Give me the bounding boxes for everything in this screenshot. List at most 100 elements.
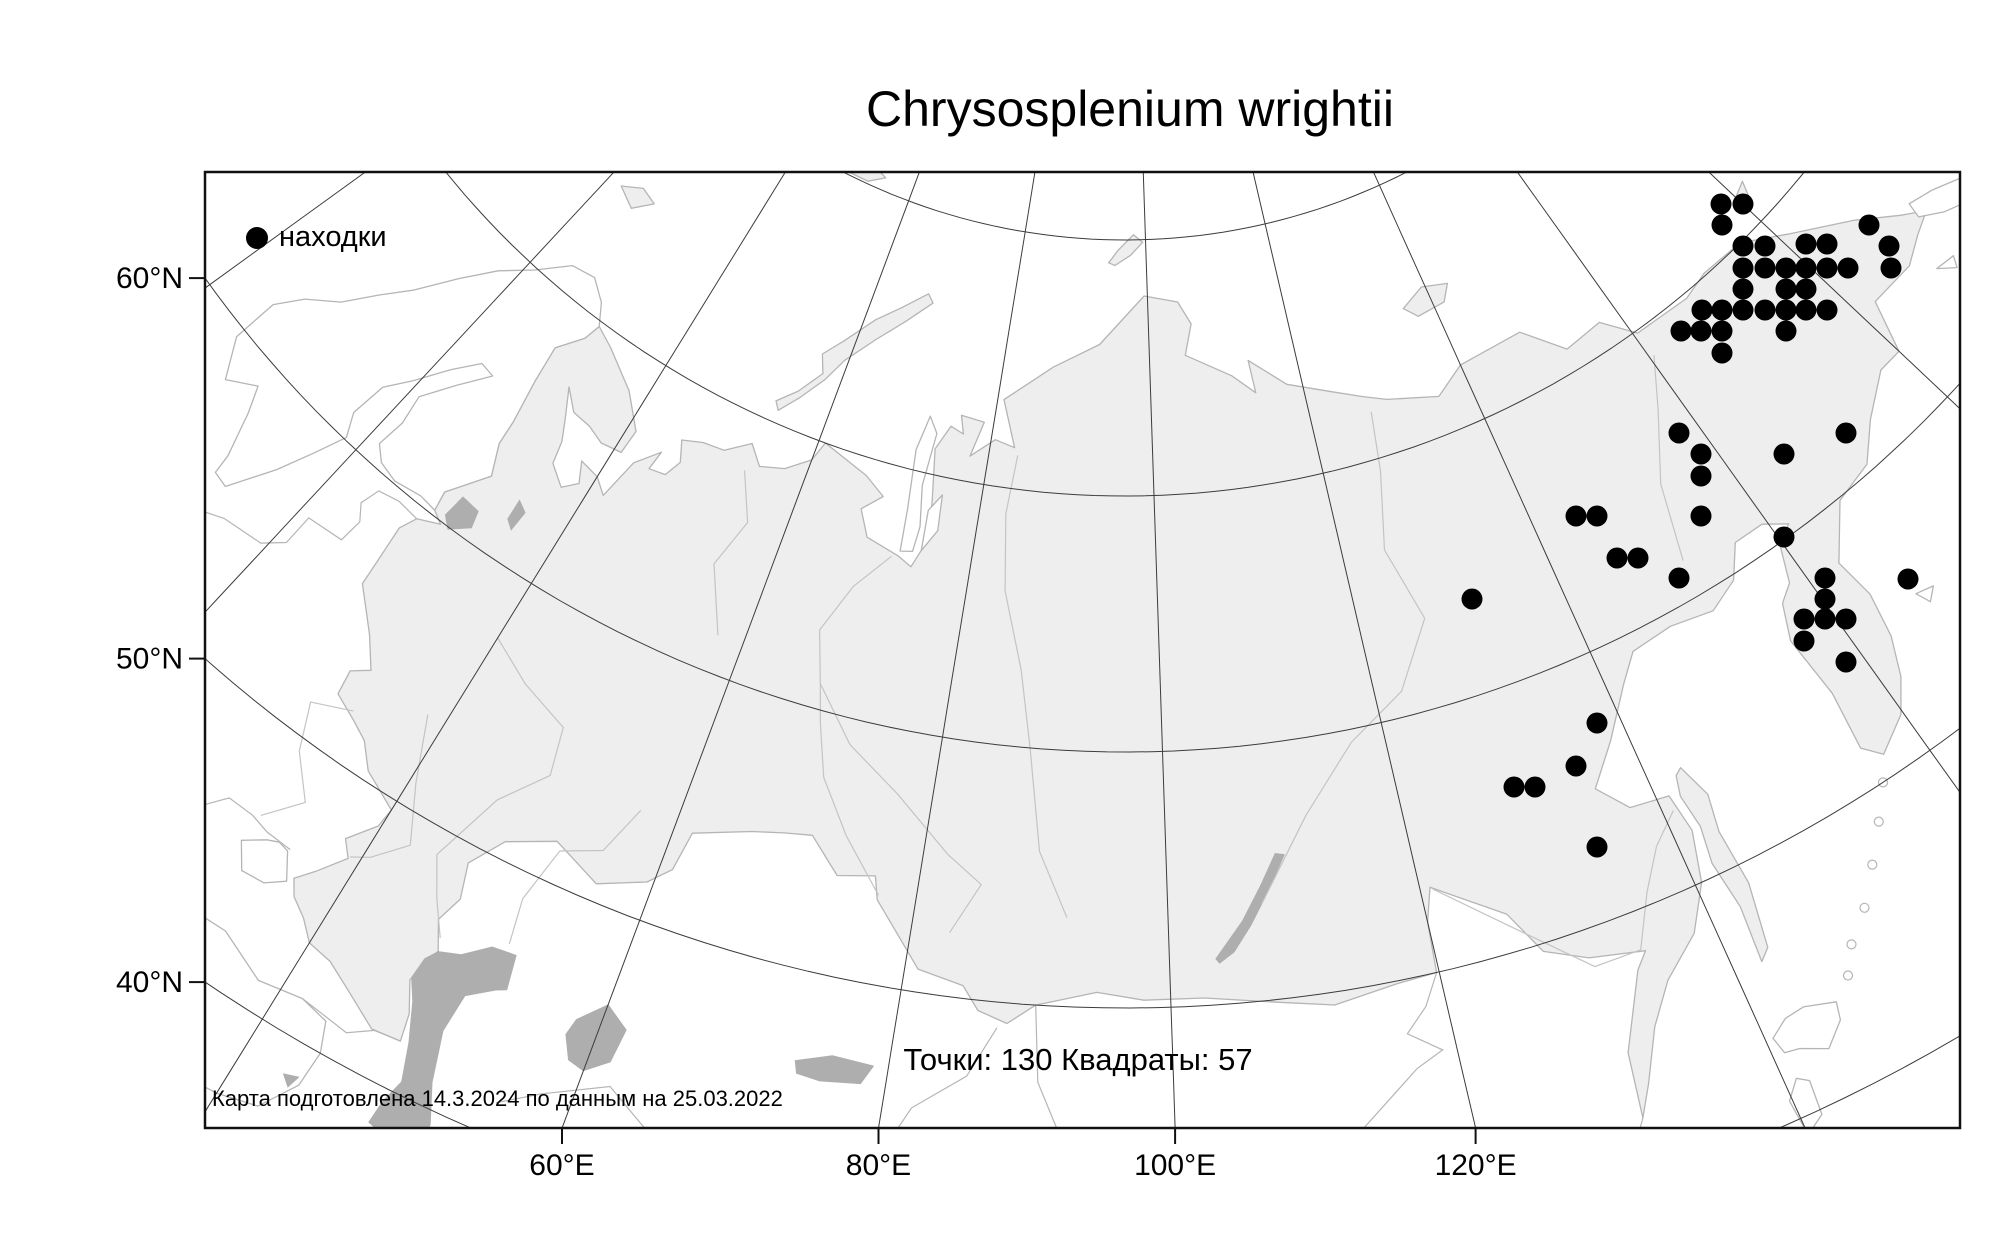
occurrence-point	[1732, 235, 1754, 257]
franz-josef-land	[848, 172, 887, 182]
occurrence-point	[1775, 278, 1797, 300]
occurrence-point	[1690, 505, 1712, 527]
occurrence-point	[1524, 776, 1546, 798]
sakhalin	[1675, 767, 1769, 963]
lon-tick-label: 60°E	[529, 1149, 594, 1182]
lake-van	[282, 1073, 300, 1088]
footer-note: Карта подготовлена 14.3.2024 по данным н…	[212, 1086, 783, 1111]
parallel-50N	[205, 657, 1960, 1009]
kuril-island	[1846, 939, 1857, 950]
occurrence-point	[1690, 465, 1712, 487]
parallel-60N	[205, 277, 1960, 753]
land-layer	[293, 172, 1928, 1119]
taz-gulf	[920, 494, 944, 552]
meridian-20E	[205, 172, 615, 613]
lat-tick-label: 40°N	[116, 966, 183, 999]
dnieper-river	[260, 701, 354, 816]
amur-river	[1432, 810, 1674, 968]
occurrence-point	[1795, 233, 1817, 255]
ob-river	[818, 556, 982, 933]
occurrence-point	[1732, 299, 1754, 321]
lake-baikal	[1215, 853, 1285, 964]
meridian-60E	[561, 172, 920, 1128]
occurrence-point	[1793, 608, 1815, 630]
occurrence-point	[1858, 214, 1880, 236]
occurrence-point	[1835, 608, 1857, 630]
occurrence-point	[1710, 193, 1732, 215]
occurrence-point	[1690, 443, 1712, 465]
don-river	[350, 714, 429, 858]
lake-onega	[507, 499, 526, 531]
kuril-island	[1842, 970, 1854, 981]
caucasus-border	[302, 998, 401, 1042]
commander-island	[1915, 585, 1935, 603]
occurrence-point	[1816, 257, 1838, 279]
occurrence-point	[1691, 299, 1713, 321]
occurrence-point	[1754, 299, 1776, 321]
occurrence-point	[1565, 505, 1587, 527]
ukraine-coast	[205, 797, 291, 851]
occurrence-point	[1668, 567, 1690, 589]
occurrence-point	[1775, 320, 1797, 342]
occurrence-point	[1627, 547, 1649, 569]
lena-river	[1261, 411, 1426, 904]
occurrence-point	[1816, 299, 1838, 321]
st-lawrence-island	[1936, 255, 1958, 270]
occurrence-point	[1711, 342, 1733, 364]
lake-ladoga	[444, 496, 479, 530]
occurrence-point	[1795, 278, 1817, 300]
occurrence-point	[1773, 443, 1795, 465]
occurrence-point	[1503, 776, 1525, 798]
lake-balkhash	[794, 1055, 875, 1085]
occurrence-point	[1814, 608, 1836, 630]
lon-tick-label: 80°E	[846, 1149, 911, 1182]
kuril-islands	[1842, 777, 1889, 981]
pechora-river	[713, 470, 749, 636]
lat-tick-label: 60°N	[116, 262, 183, 295]
scandinavia	[214, 264, 603, 511]
kuril-island	[1873, 816, 1884, 827]
rivers-layer	[260, 355, 1684, 968]
occurrence-point	[1773, 526, 1795, 548]
occurrence-point	[1670, 320, 1692, 342]
ob-gulf	[899, 415, 938, 553]
stats-caption: Точки: 130 Квадраты: 57	[903, 1042, 1253, 1077]
axis-ticks	[189, 277, 1477, 1144]
occurrence-point	[1732, 278, 1754, 300]
occurrence-point	[1461, 588, 1483, 610]
occurrence-point	[1897, 568, 1919, 590]
baltic-coast	[205, 490, 418, 544]
legend-dot-icon	[246, 226, 268, 249]
occurrence-point	[1754, 257, 1776, 279]
occurrence-point	[1586, 505, 1608, 527]
meridian-120E	[1252, 172, 1477, 1128]
ural-river	[508, 810, 642, 944]
occurrence-point	[1837, 257, 1859, 279]
meridian-140E	[1372, 172, 1806, 1128]
occurrence-point	[1732, 257, 1754, 279]
meridian-80E	[877, 172, 1036, 1128]
white-land-layer	[205, 177, 1960, 1128]
meridian-160E	[1516, 172, 1960, 794]
occurrence-point	[1835, 651, 1857, 673]
russia-mainland	[293, 209, 1928, 1119]
map-frame	[203, 170, 1962, 1130]
occurrence-point	[1816, 233, 1838, 255]
occurrence-point	[1711, 320, 1733, 342]
crimea	[240, 839, 289, 884]
occurrence-point	[1711, 299, 1733, 321]
legend: находки	[246, 221, 387, 254]
kolyma-river	[1653, 355, 1684, 561]
meridian-40E	[205, 172, 786, 1113]
occurrence-point	[1690, 320, 1712, 342]
occurrence-point	[1775, 257, 1797, 279]
lon-tick-label: 120°E	[1435, 1149, 1517, 1182]
legend-label: находки	[279, 221, 387, 253]
parallel-80N	[842, 172, 1408, 241]
meridian-100E	[1142, 172, 1176, 1128]
kuril-island	[1867, 859, 1878, 870]
